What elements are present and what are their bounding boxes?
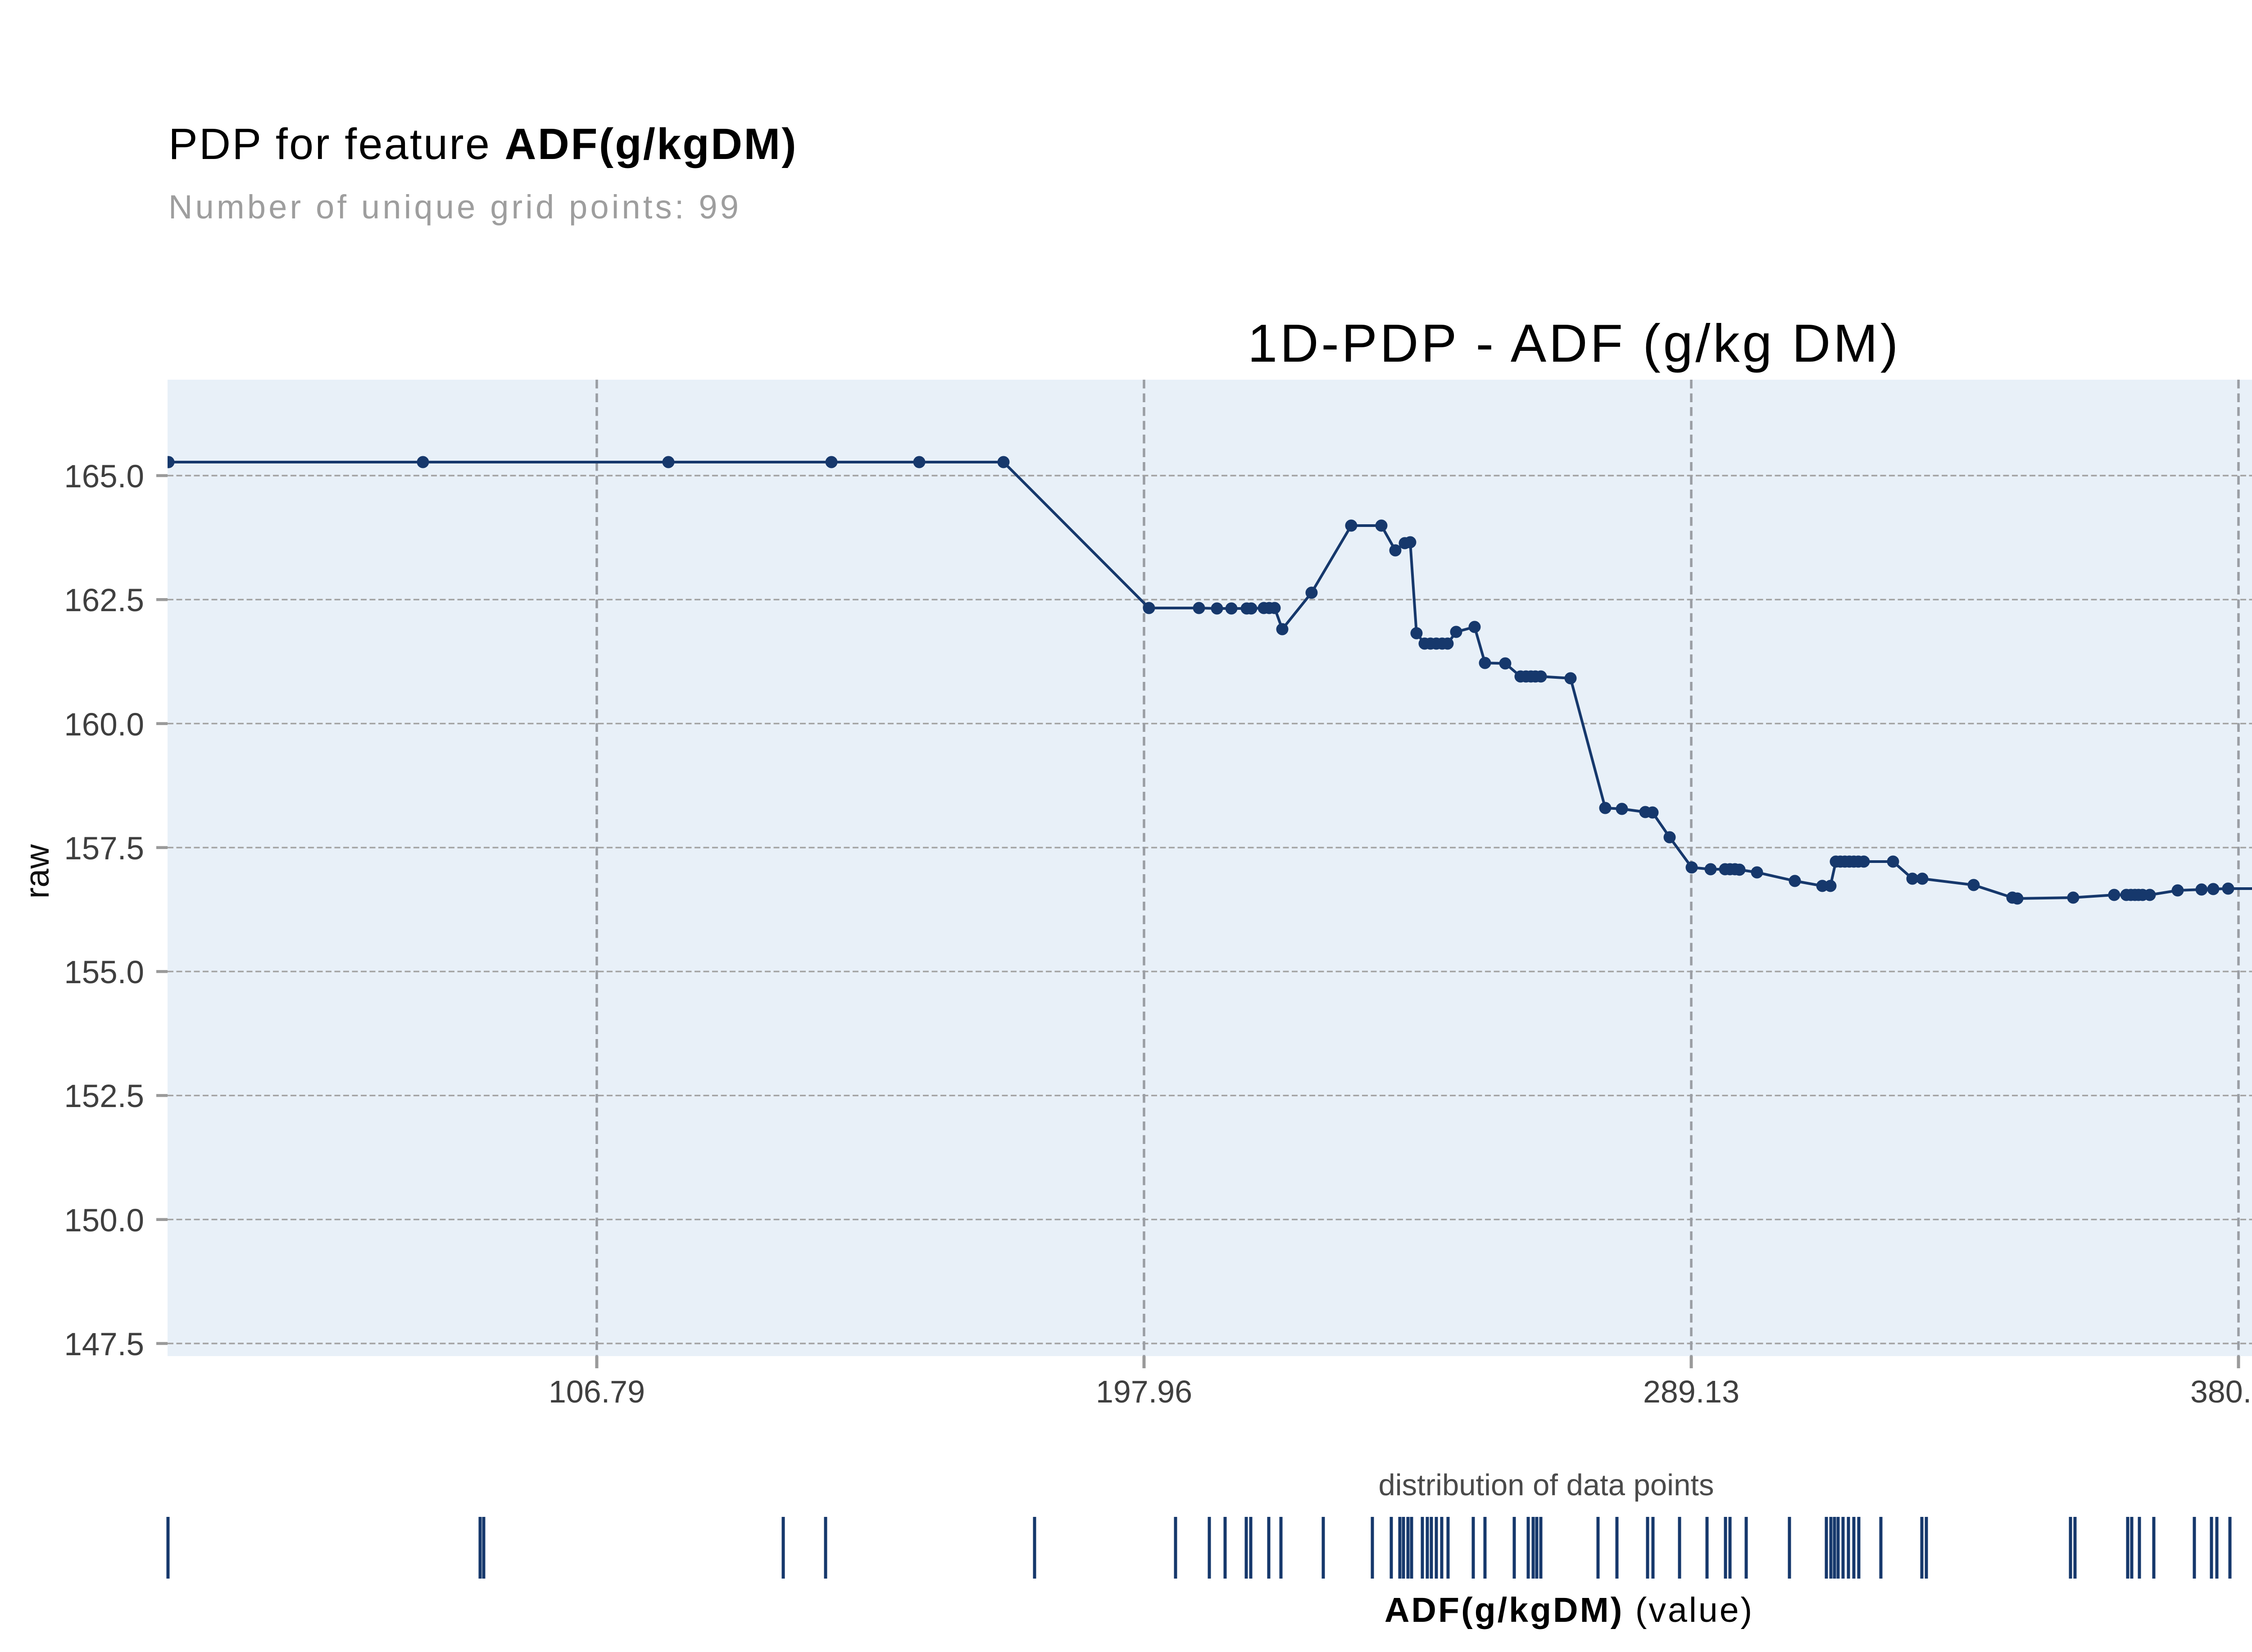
svg-text:PDP for feature ADF(g/kgDM): PDP for feature ADF(g/kgDM) [168,119,798,168]
svg-text:Number of unique grid points:: Number of unique grid points: 99 [168,188,741,226]
svg-text:165.0: 165.0 [64,459,144,495]
svg-text:152.5: 152.5 [64,1079,144,1114]
svg-text:380.30: 380.30 [2190,1374,2252,1409]
svg-text:157.5: 157.5 [64,831,144,867]
svg-text:162.5: 162.5 [64,583,144,618]
svg-text:160.0: 160.0 [64,707,144,743]
svg-text:1D-PDP - ADF (g/kg DM): 1D-PDP - ADF (g/kg DM) [1248,313,1901,373]
svg-text:197.96: 197.96 [1096,1374,1192,1409]
svg-text:147.5: 147.5 [64,1327,144,1362]
svg-text:ADF(g/kgDM) (value): ADF(g/kgDM) (value) [1385,1591,1754,1629]
svg-text:106.79: 106.79 [549,1374,645,1409]
svg-text:distribution of data points: distribution of data points [1379,1468,1714,1502]
svg-text:raw: raw [18,844,56,899]
svg-text:289.13: 289.13 [1643,1374,1739,1409]
svg-text:155.0: 155.0 [64,955,144,990]
svg-text:150.0: 150.0 [64,1203,144,1239]
